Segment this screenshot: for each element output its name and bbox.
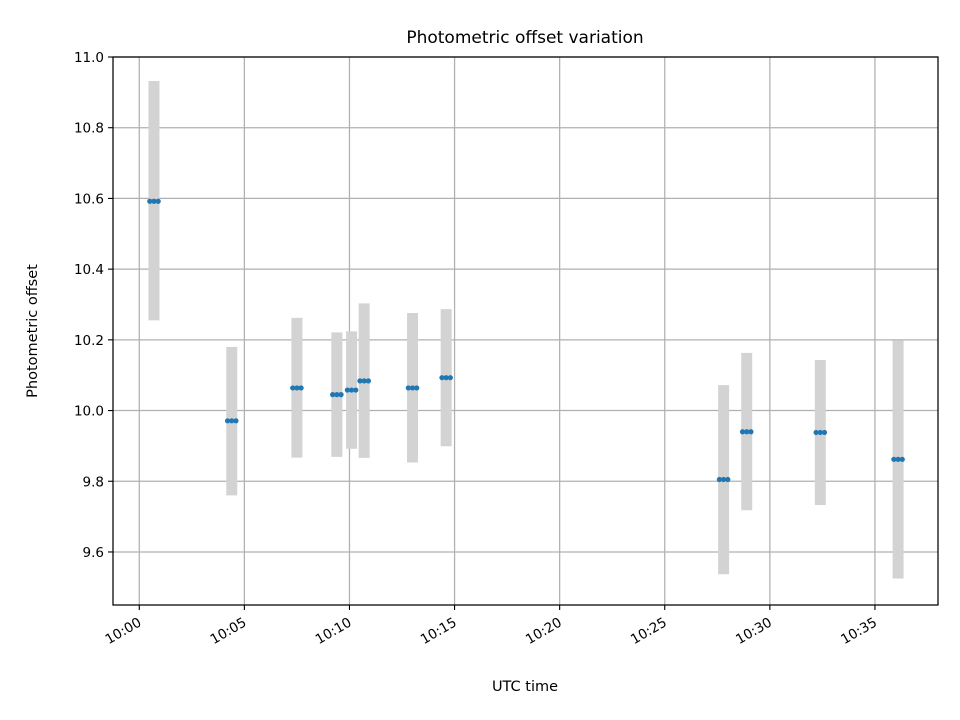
data-point [348, 387, 355, 393]
data-point [721, 476, 727, 483]
data-point [290, 385, 296, 391]
data-point [361, 378, 367, 384]
data-point [151, 198, 157, 204]
data-point [344, 387, 350, 393]
data-point [891, 456, 897, 462]
y-tick-label: 10.6 [74, 191, 104, 207]
data-point [233, 418, 239, 424]
y-axis-title: Photometric offset [25, 264, 41, 398]
data-point [716, 476, 723, 483]
y-tick-label: 11.0 [74, 50, 104, 66]
data-point [229, 418, 235, 424]
data-point [821, 429, 828, 436]
data-point [414, 385, 420, 391]
data-point [365, 378, 371, 384]
data-point [298, 385, 304, 391]
data-point [330, 392, 336, 398]
data-point [748, 429, 754, 435]
data-point [443, 375, 449, 381]
y-tick-label: 10.4 [74, 262, 104, 278]
data-point [447, 375, 453, 381]
data-point [338, 392, 344, 398]
y-tick-label: 10.2 [74, 333, 104, 349]
data-point [899, 456, 905, 462]
plot-area [113, 57, 938, 605]
chart-title: Photometric offset variation [406, 28, 643, 48]
data-point [895, 456, 901, 462]
data-point [353, 387, 359, 393]
plot-frame [112, 56, 939, 606]
data-point [813, 429, 819, 436]
data-point [439, 375, 445, 381]
data-point [147, 198, 153, 204]
data-point [817, 429, 823, 436]
data-point [725, 476, 731, 483]
data-point [739, 429, 746, 435]
data-points [147, 198, 905, 483]
data-point [224, 418, 231, 424]
data-point [294, 385, 300, 391]
data-point [405, 385, 411, 391]
x-axis-title: UTC time [492, 679, 558, 695]
data-point [409, 385, 416, 391]
data-point [744, 429, 750, 435]
y-tick-label: 9.6 [83, 545, 104, 561]
data-point [334, 392, 340, 398]
y-tick-label: 9.8 [83, 474, 104, 490]
data-point [357, 378, 363, 384]
y-tick-label: 10.0 [74, 404, 104, 420]
y-axis: 9.6 9.8 10.0 10.2 10.4 10.6 10.8 11.0 [74, 50, 113, 561]
grid [113, 56, 938, 605]
y-tick-label: 10.8 [74, 121, 104, 137]
data-point [155, 198, 161, 204]
